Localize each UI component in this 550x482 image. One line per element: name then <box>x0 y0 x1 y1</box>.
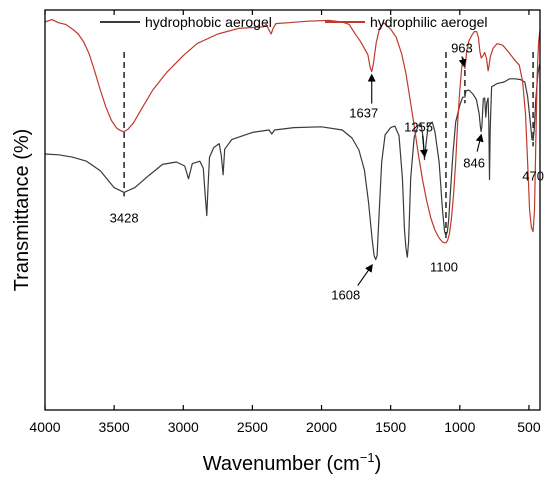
annotation-arrow-1608 <box>357 263 373 286</box>
annotation-label-3428: 3428 <box>110 210 139 225</box>
x-tick-label: 1000 <box>444 419 475 435</box>
annotation-arrow-846 <box>475 133 484 152</box>
x-tick-label: 3500 <box>99 419 130 435</box>
x-axis-title-main: Wavenumber (cm <box>203 453 360 475</box>
annotation-label-1255: 1255 <box>404 120 433 135</box>
x-tick-label: 500 <box>517 419 541 435</box>
annotation-label-1100: 1100 <box>430 260 458 275</box>
annotation-label-963: 963 <box>451 40 473 55</box>
plot-background <box>45 10 540 410</box>
legend: hydrophobic aerogel hydrophilic aerogel <box>100 14 488 30</box>
series-line-hydrophobic <box>44 63 541 261</box>
x-axis-title-end: ) <box>375 453 382 475</box>
legend-label: hydrophilic aerogel <box>370 14 488 30</box>
x-tick-label: 2000 <box>306 419 337 435</box>
x-axis-ticks: 4000 3500 3000 2500 2000 1500 1000 500 <box>29 10 541 435</box>
legend-label: hydrophobic aerogel <box>145 14 272 30</box>
series-group <box>44 19 541 261</box>
x-tick-label: 4000 <box>29 419 60 435</box>
annotation-label-470: 470 <box>522 168 544 183</box>
annotation-arrow-1255 <box>419 135 428 158</box>
x-tick-label: 1500 <box>375 419 406 435</box>
x-tick-label: 2500 <box>237 419 268 435</box>
plot-frame <box>44 9 541 411</box>
x-axis-title: Wavenumber (cm−1) <box>203 450 382 475</box>
annotations-group: 3428 1637 963 1255 1608 1100 846 470 <box>110 40 544 302</box>
series-line-hydrophilic <box>44 19 541 244</box>
x-axis-title-sup: −1 <box>360 450 375 465</box>
annotation-arrow-963 <box>458 56 467 68</box>
x-tick-label: 3000 <box>168 419 199 435</box>
annotation-label-1608: 1608 <box>331 288 360 303</box>
y-axis-title: Transmittance (%) <box>11 129 33 292</box>
annotation-label-1637: 1637 <box>349 106 378 121</box>
annotation-label-846: 846 <box>463 156 485 171</box>
